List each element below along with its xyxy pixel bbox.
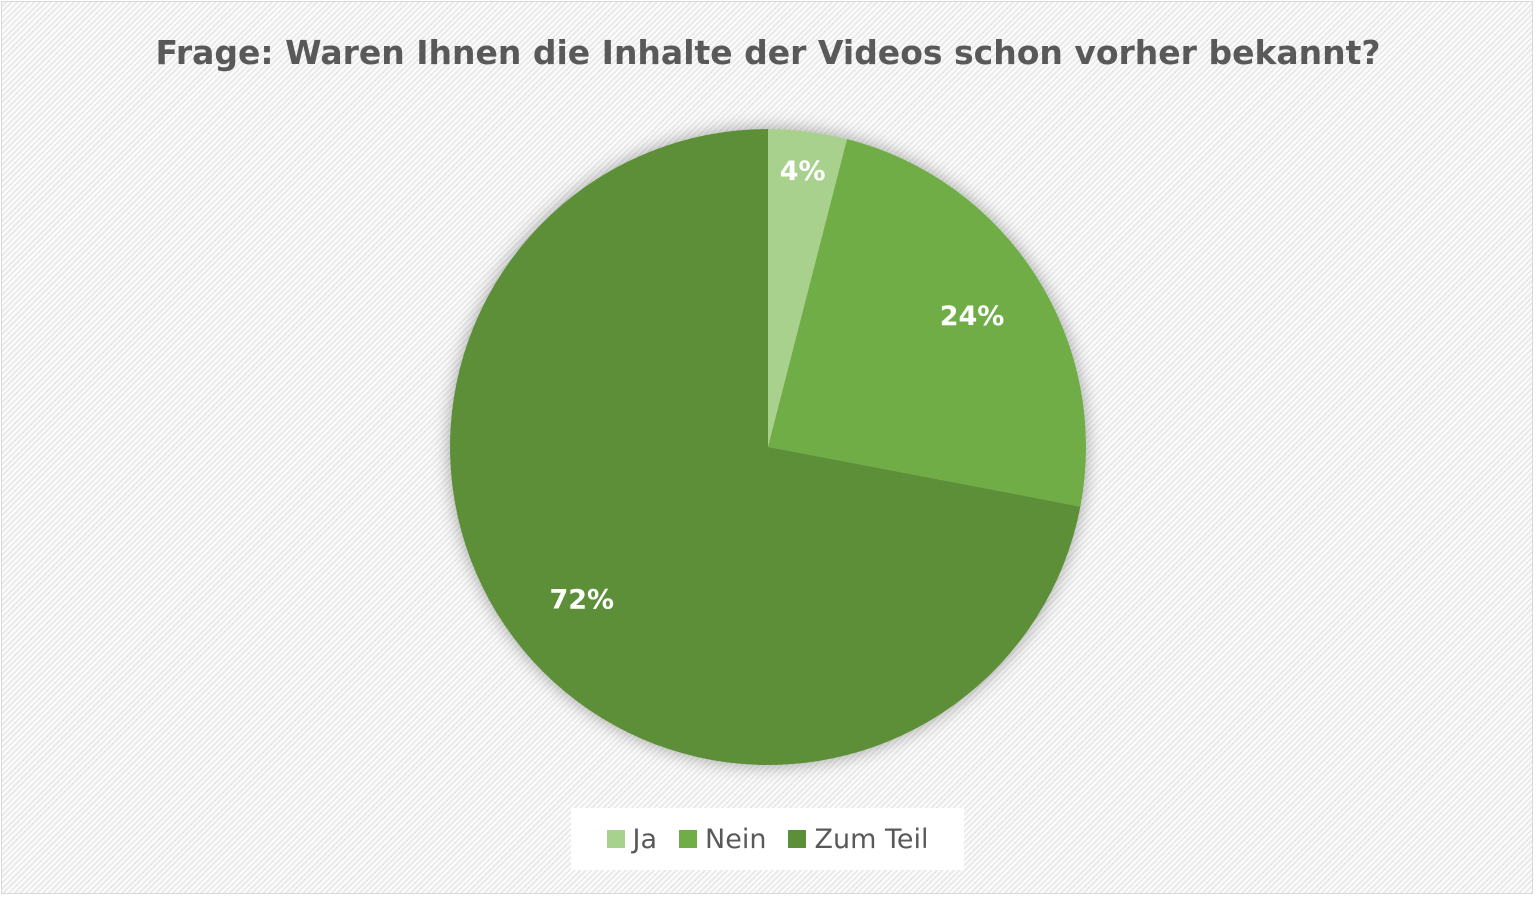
- legend: Ja Nein Zum Teil: [571, 808, 964, 870]
- legend-swatch-ja: [606, 830, 625, 848]
- legend-label-ja: Ja: [632, 823, 658, 855]
- data-label-zum-teil: 72%: [549, 585, 614, 616]
- data-label-ja: 4%: [780, 156, 826, 187]
- data-label-nein: 24%: [940, 301, 1005, 332]
- legend-swatch-nein: [679, 830, 698, 848]
- legend-label-zum-teil: Zum Teil: [814, 823, 929, 855]
- chart-title: Frage: Waren Ihnen die Inhalte der Video…: [155, 33, 1381, 72]
- legend-item-zum-teil: Zum Teil: [788, 824, 928, 855]
- pie-slice-nein: [768, 138, 1086, 507]
- legend-label-nein: Nein: [705, 823, 767, 855]
- pie-slice-ja: [768, 129, 848, 447]
- legend-item-nein: Nein: [679, 824, 766, 855]
- legend-item-ja: Ja: [606, 823, 658, 855]
- legend-swatch-zum-teil: [788, 830, 807, 848]
- pie-slice-zum-teil: [449, 129, 1081, 766]
